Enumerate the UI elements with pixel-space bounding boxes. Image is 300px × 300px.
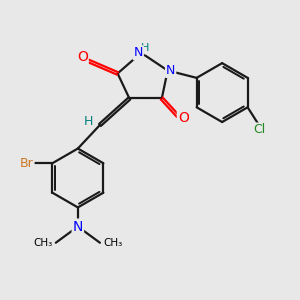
Text: N: N (166, 64, 175, 77)
Text: H: H (84, 115, 93, 128)
Text: H: H (140, 44, 149, 53)
Text: CH₃: CH₃ (34, 238, 53, 248)
Text: N: N (134, 46, 143, 59)
Text: O: O (77, 50, 88, 64)
Text: CH₃: CH₃ (103, 238, 122, 248)
Text: Cl: Cl (253, 124, 266, 136)
Text: Br: Br (20, 157, 34, 170)
Text: O: O (178, 111, 189, 124)
Text: N: N (73, 220, 83, 234)
